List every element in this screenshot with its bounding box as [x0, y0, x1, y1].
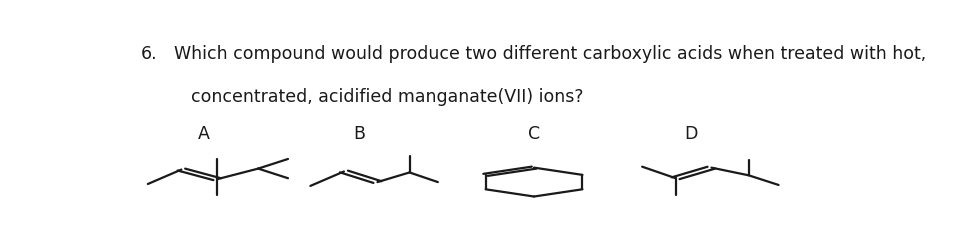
Text: Which compound would produce two different carboxylic acids when treated with ho: Which compound would produce two differe… — [174, 46, 925, 64]
Text: D: D — [683, 125, 697, 143]
Text: concentrated, acidified manganate(VII) ions?: concentrated, acidified manganate(VII) i… — [191, 88, 583, 106]
Text: 6.: 6. — [141, 46, 158, 64]
Text: A: A — [198, 125, 209, 143]
Text: C: C — [528, 125, 539, 143]
Text: B: B — [353, 125, 364, 143]
